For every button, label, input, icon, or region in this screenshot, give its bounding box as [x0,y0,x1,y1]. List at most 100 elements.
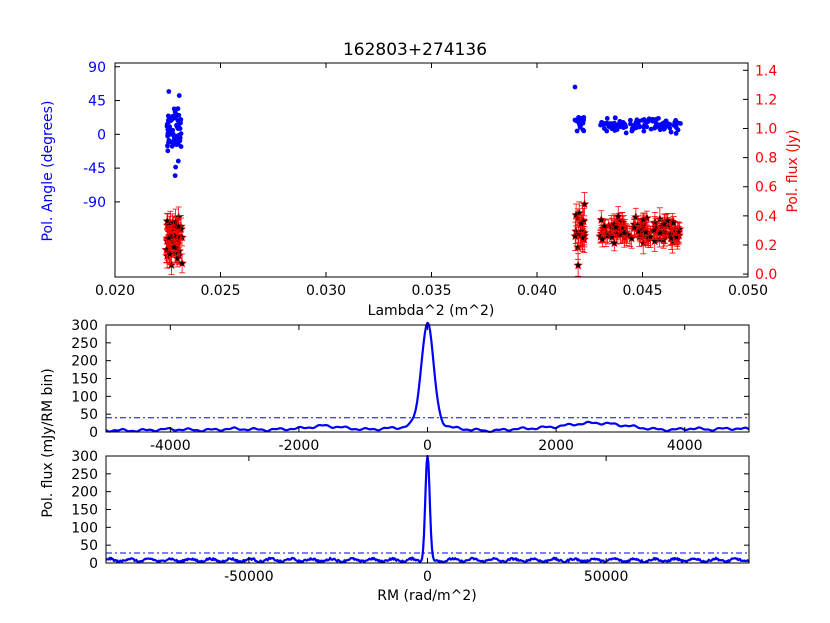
x-axis-label: Lambda^2 (m^2) [368,303,495,319]
shared-y-axis-label: Pol. flux (mJy/RM bin) [40,368,56,517]
angle-point [617,120,622,126]
x-tick-label: -50000 [224,569,274,585]
y-tick-label: 0.0 [755,267,777,283]
angle-point [613,122,618,128]
right-axis-label: Pol. flux (Jy) [785,129,801,212]
angle-point [574,128,580,134]
y-tick-label: 250 [71,336,98,352]
y-tick-label: 200 [71,485,98,501]
flux-point [619,225,629,241]
angle-point [167,124,173,130]
flux-point [629,219,640,237]
y-tick-label: 100 [71,520,98,536]
angle-point [612,115,618,121]
angle-point [673,130,679,136]
y-tick-label: 0.6 [755,180,777,196]
angle-point [657,127,663,133]
y-tick-label: 200 [71,354,98,370]
angle-point [641,128,647,134]
angle-point [572,84,578,90]
angle-point [165,143,170,149]
flux-point [576,214,586,233]
polarization-panel: 162803+274136 0.020 0.025 0.030 0.035 0.040 0… [40,40,801,319]
data-points [161,84,685,277]
y-tick-label: 0 [97,127,106,143]
flux-point [169,239,179,256]
angle-point [629,126,635,132]
x-tick-label: 0 [423,569,432,585]
flux-point [596,210,607,230]
angle-point [166,89,172,94]
flux-point [611,219,621,236]
angle-point [577,122,582,127]
angle-point [165,148,171,154]
angle-point [668,129,674,135]
x-tick-label: 0.040 [517,283,557,299]
angle-point [604,128,610,134]
angle-point [576,115,581,120]
angle-point [175,133,181,138]
y-tick-label: -90 [83,195,106,211]
plot-frame [105,455,750,564]
x-axis-ticks: -50000 0 50000 [224,456,628,585]
flux-point [570,221,580,251]
angle-point [621,122,627,128]
angle-point [171,106,177,112]
flux-point [599,218,609,234]
angle-point [627,117,633,123]
y-tick-label: 1.2 [755,92,777,108]
x-tick-label: 50000 [584,569,629,585]
angle-point [176,93,182,98]
y-tick-label: 300 [71,318,98,334]
flux-point [668,216,679,230]
x-tick-label: 4000 [667,438,703,454]
y-tick-label: 100 [71,389,98,405]
angle-point [175,141,181,147]
angle-point [645,119,651,125]
angle-point [660,122,666,128]
y-tick-label: 1.4 [755,63,777,79]
angle-point [175,158,181,164]
x-tick-label: 0.030 [306,283,346,299]
angle-point [170,127,176,133]
angle-point [176,124,182,130]
angle-point [653,116,659,122]
x-tick-label: 0 [423,438,432,454]
flux-point [573,253,583,277]
y-tick-label: 50 [80,407,98,423]
angle-point [623,130,629,136]
plot-frame [114,62,749,278]
plot-frame [105,324,750,433]
rm-spectrum-curve [105,454,750,564]
angle-point [664,123,670,129]
x-axis-label: RM (rad/m^2) [377,588,476,604]
x-tick-label: 0.025 [200,283,240,299]
angle-point [165,113,171,119]
right-axis-ticks: 0.0 0.2 0.4 0.6 0.8 1.0 1.2 1.4 [743,63,777,283]
angle-point [652,125,657,131]
angle-point [650,118,655,124]
flux-point [649,220,659,240]
angle-point [170,113,176,119]
y-tick-label: 0.8 [755,151,777,167]
spectrum-lines [105,321,750,433]
y-tick-label: 300 [71,449,98,465]
angle-point [581,128,587,134]
y-tick-label: -45 [83,161,106,177]
angle-point [167,131,173,137]
angle-point [173,164,179,170]
angle-point [642,122,647,128]
flux-point [655,226,665,240]
flux-point [609,235,620,252]
x-tick-label: 0.045 [622,283,662,299]
y-tick-label: 0.2 [755,238,777,254]
x-tick-label: 0.050 [728,283,768,299]
flux-point [662,213,673,229]
flux-point [638,212,648,227]
angle-point [172,173,178,179]
flux-point [173,218,184,235]
spectrum-lines [105,454,750,564]
x-tick-label: -4000 [150,438,191,454]
